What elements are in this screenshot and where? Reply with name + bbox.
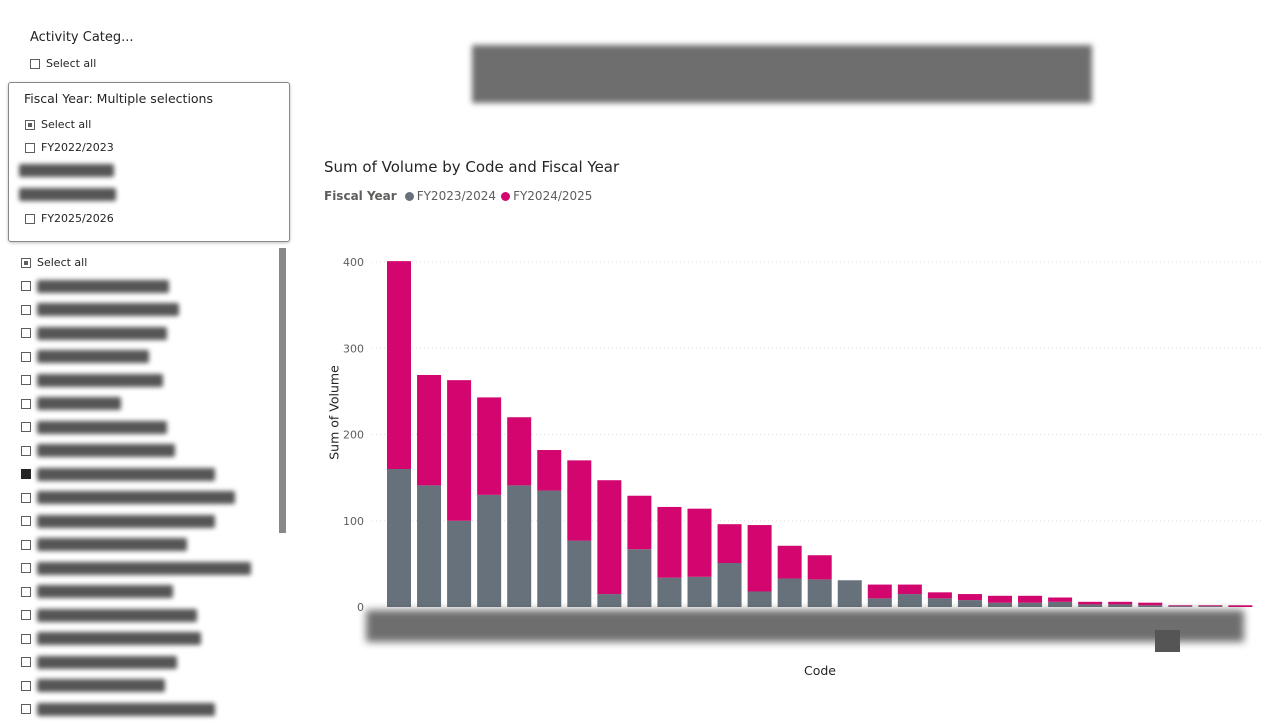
bar-segment-fy2023-2024[interactable] [447, 521, 471, 607]
bar-segment-fy2023-2024[interactable] [988, 603, 1012, 607]
bar-segment-fy2023-2024[interactable] [597, 594, 621, 607]
y-tick-label: 200 [343, 429, 364, 442]
bar-segment-fy2023-2024[interactable] [1108, 604, 1132, 607]
bar-segment-fy2024-2025[interactable] [958, 594, 982, 600]
bar-segment-fy2024-2025[interactable] [1198, 605, 1222, 606]
bar-segment-fy2023-2024[interactable] [537, 491, 561, 607]
bar-segment-fy2024-2025[interactable] [1078, 602, 1102, 605]
bar-segment-fy2024-2025[interactable] [507, 417, 531, 485]
y-tick-label: 100 [343, 515, 364, 528]
x-axis-tick-labels-redacted [366, 610, 1244, 642]
bar-segment-fy2024-2025[interactable] [1048, 598, 1072, 602]
bar-segment-fy2023-2024[interactable] [1078, 604, 1102, 607]
bar-segment-fy2023-2024[interactable] [748, 591, 772, 607]
bar-segment-fy2024-2025[interactable] [898, 585, 922, 594]
bar-segment-fy2023-2024[interactable] [958, 600, 982, 607]
bar-segment-fy2023-2024[interactable] [838, 580, 862, 607]
bar-segment-fy2024-2025[interactable] [657, 507, 681, 578]
x-axis-label: Code [804, 663, 836, 678]
bar-segment-fy2024-2025[interactable] [868, 585, 892, 599]
bar-segment-fy2023-2024[interactable] [1018, 603, 1042, 607]
bar-segment-fy2023-2024[interactable] [868, 598, 892, 607]
bar-segment-fy2023-2024[interactable] [1138, 605, 1162, 607]
bar-segment-fy2023-2024[interactable] [778, 579, 802, 607]
bar-segment-fy2024-2025[interactable] [1228, 605, 1252, 607]
bar-segment-fy2024-2025[interactable] [447, 380, 471, 521]
bar-segment-fy2024-2025[interactable] [778, 546, 802, 579]
bar-segment-fy2023-2024[interactable] [1198, 606, 1222, 607]
bar-segment-fy2024-2025[interactable] [387, 261, 411, 469]
bar-segment-fy2024-2025[interactable] [417, 375, 441, 485]
bar-segment-fy2023-2024[interactable] [567, 541, 591, 607]
y-tick-label: 300 [343, 342, 364, 355]
x-axis-tick-label-redacted [1155, 630, 1180, 652]
bar-segment-fy2024-2025[interactable] [1108, 602, 1132, 605]
bar-segment-fy2024-2025[interactable] [988, 596, 1012, 603]
bar-segment-fy2023-2024[interactable] [808, 579, 832, 607]
y-axis-label: Sum of Volume [327, 343, 342, 483]
bar-segment-fy2024-2025[interactable] [808, 555, 832, 579]
y-tick-label: 400 [343, 256, 364, 269]
bar-segment-fy2024-2025[interactable] [718, 524, 742, 563]
bar-segment-fy2024-2025[interactable] [477, 397, 501, 494]
y-tick-label: 0 [357, 601, 364, 614]
bar-segment-fy2024-2025[interactable] [537, 450, 561, 491]
bar-segment-fy2023-2024[interactable] [898, 594, 922, 607]
bar-segment-fy2023-2024[interactable] [387, 469, 411, 607]
bar-segment-fy2024-2025[interactable] [597, 480, 621, 594]
bar-segment-fy2024-2025[interactable] [627, 496, 651, 549]
bar-segment-fy2024-2025[interactable] [1138, 603, 1162, 606]
bar-segment-fy2023-2024[interactable] [928, 598, 952, 607]
bar-segment-fy2024-2025[interactable] [1168, 605, 1192, 606]
bar-segment-fy2023-2024[interactable] [417, 485, 441, 607]
bar-segment-fy2023-2024[interactable] [657, 578, 681, 607]
bar-segment-fy2023-2024[interactable] [718, 563, 742, 607]
bar-segment-fy2024-2025[interactable] [1018, 596, 1042, 603]
bar-segment-fy2023-2024[interactable] [627, 549, 651, 607]
bar-segment-fy2024-2025[interactable] [688, 509, 712, 577]
bar-segment-fy2023-2024[interactable] [507, 485, 531, 607]
bar-segment-fy2023-2024[interactable] [1168, 606, 1192, 607]
bar-segment-fy2023-2024[interactable] [1048, 602, 1072, 607]
bar-segment-fy2023-2024[interactable] [477, 495, 501, 607]
bar-segment-fy2023-2024[interactable] [688, 577, 712, 607]
bar-segment-fy2024-2025[interactable] [748, 525, 772, 591]
bar-segment-fy2024-2025[interactable] [928, 592, 952, 598]
bar-segment-fy2024-2025[interactable] [567, 460, 591, 540]
